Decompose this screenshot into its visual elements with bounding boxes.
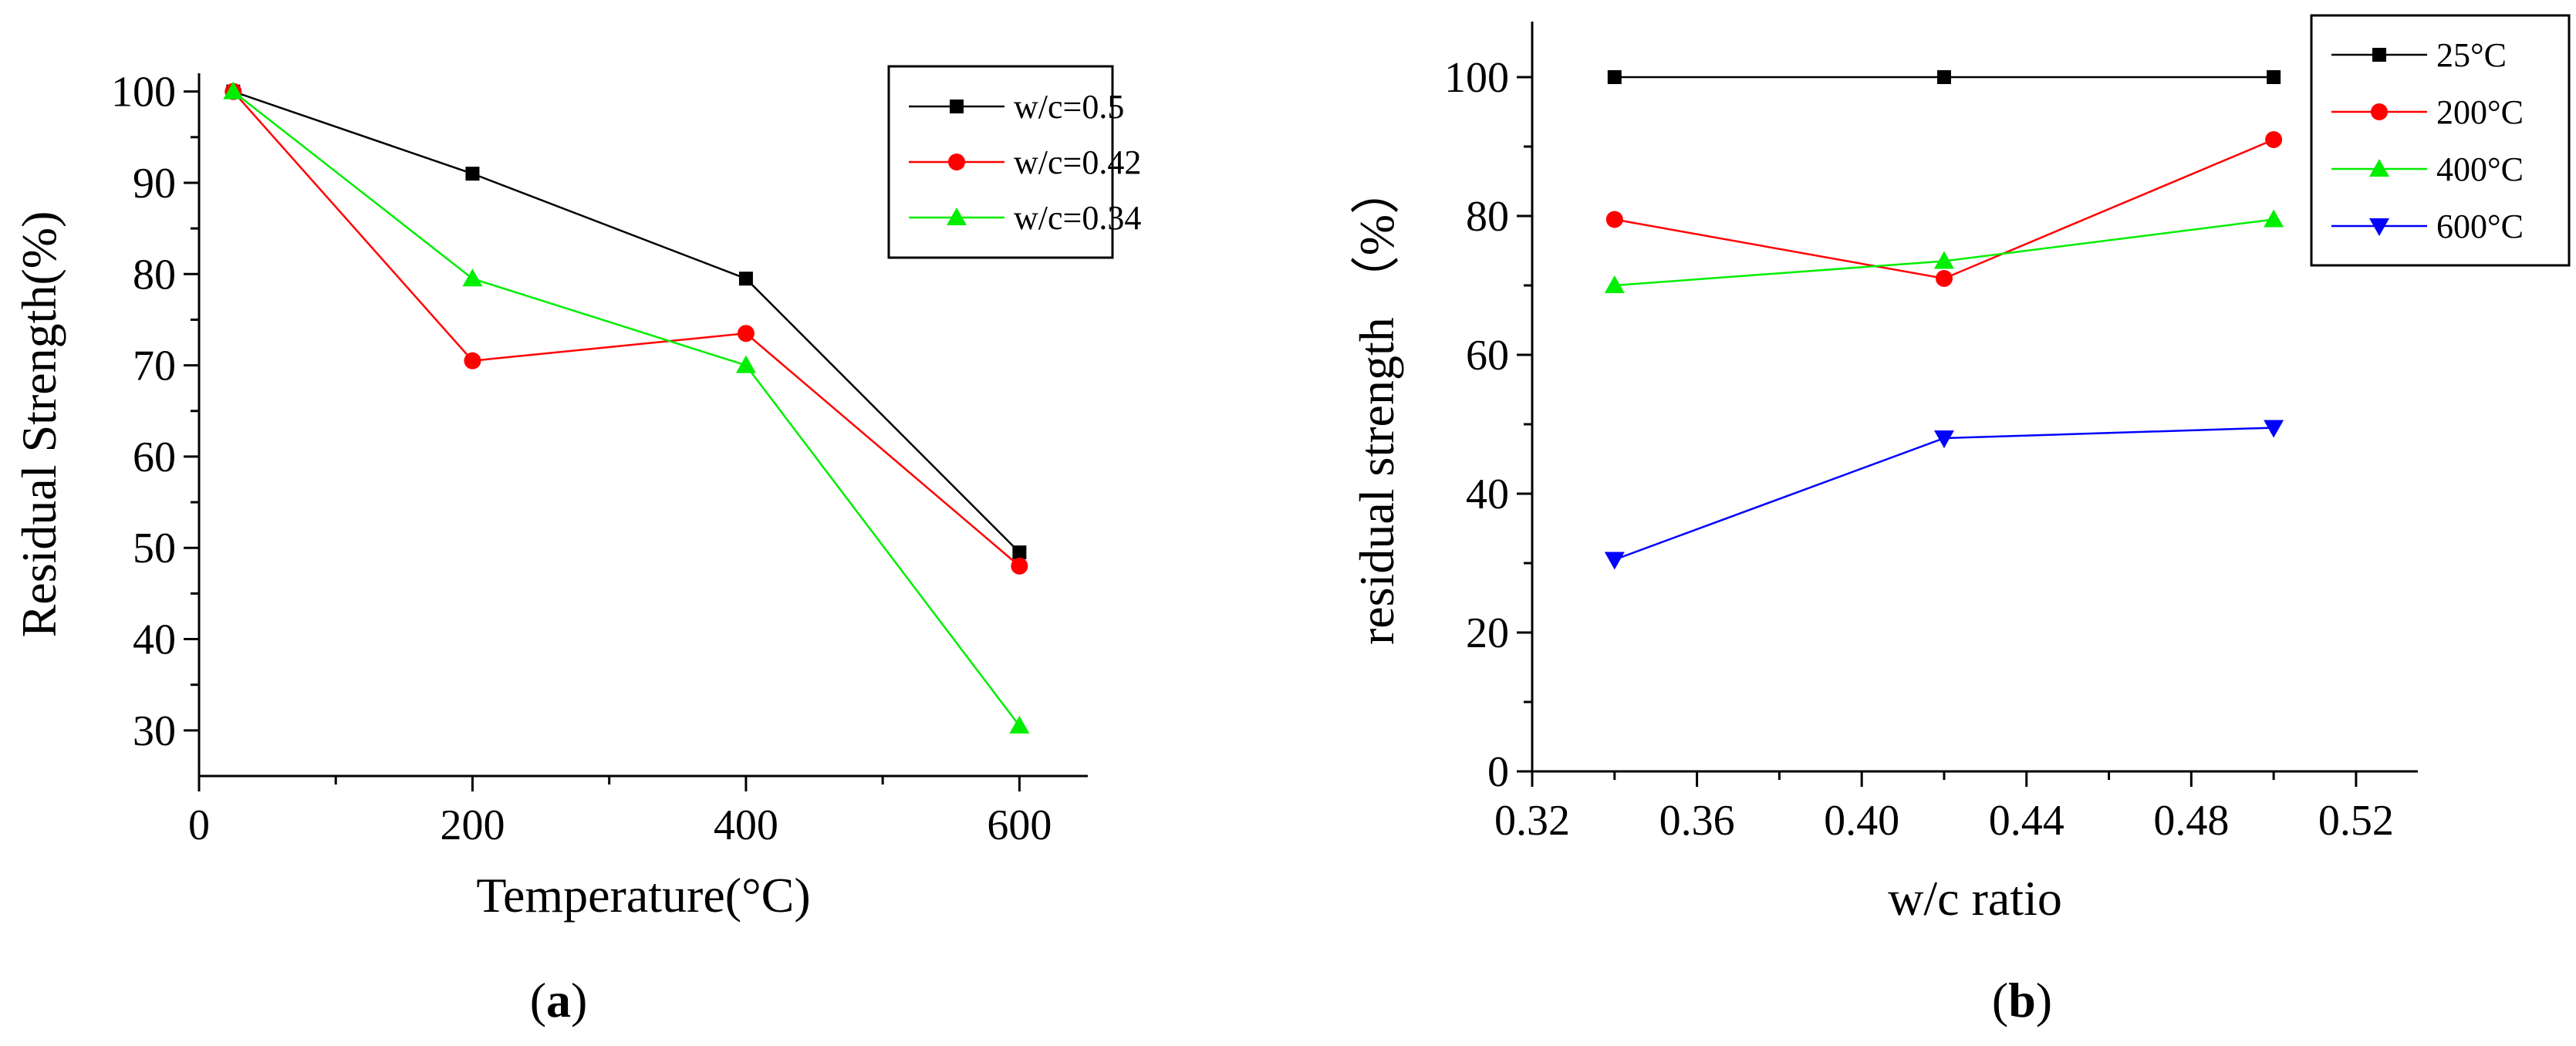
y-tick-label: 40 xyxy=(1466,471,1509,518)
data-point xyxy=(735,355,756,373)
x-tick-label: 0.52 xyxy=(2318,797,2394,845)
legend-label: 200°C xyxy=(2436,93,2524,131)
data-point xyxy=(2264,420,2284,438)
panel-label: (b) xyxy=(1992,973,2052,1027)
data-point xyxy=(2264,209,2284,228)
series-200°C xyxy=(1605,131,2283,287)
x-axis-title: Temperature(°C) xyxy=(476,868,810,923)
panel-label-close: ) xyxy=(571,973,587,1027)
series-line xyxy=(232,90,1021,727)
x-tick-label: 0.36 xyxy=(1659,797,1735,845)
x-tick-label: 0.44 xyxy=(1989,797,2065,845)
legend-marker xyxy=(2369,218,2389,236)
series-w/c=0.34 xyxy=(223,81,1030,734)
x-tick-label: 400 xyxy=(714,801,778,849)
data-point xyxy=(1935,270,1953,287)
chart-panel-a: 0 200 400 600 30 40 50 60 70 80 90 100 Temperature(°… xyxy=(12,65,1141,1027)
panel-label-close: ) xyxy=(2036,973,2052,1027)
legend: w/c=0.5 w/c=0.42 w/c=0.34 xyxy=(887,65,1141,259)
data-point xyxy=(1933,430,1954,448)
data-point xyxy=(1936,70,1951,84)
series-25°C xyxy=(1607,70,2281,84)
data-point xyxy=(738,272,753,286)
legend-label: w/c=0.5 xyxy=(1014,88,1124,126)
panel-label-open: ( xyxy=(530,973,546,1027)
panel-label-open: ( xyxy=(1992,973,2008,1027)
data-point xyxy=(2267,70,2281,84)
series-600°C xyxy=(1604,420,2284,570)
y-tick-label: 100 xyxy=(111,69,176,116)
legend-marker xyxy=(2369,159,2389,177)
y-axis-title: residual strength （%） xyxy=(1349,165,1404,645)
legend-label: w/c=0.34 xyxy=(1014,199,1141,237)
panel-label-letter: b xyxy=(2008,973,2036,1027)
panel-label-letter: a xyxy=(546,973,571,1027)
y-tick-label: 90 xyxy=(133,160,176,208)
y-tick-label: 20 xyxy=(1466,609,1509,657)
y-tick-label: 70 xyxy=(133,342,176,390)
chart-panel-b: 0.32 0.36 0.40 0.44 0.48 0.52 0 20 40 60 80 100 w/c … xyxy=(1349,14,2571,1027)
data-point xyxy=(1933,251,1954,269)
data-point xyxy=(1012,545,1027,560)
series-400°C xyxy=(1604,209,2284,293)
x-tick-label: 0 xyxy=(188,801,210,849)
x-axis-title: w/c ratio xyxy=(1888,871,2062,926)
panel-label: (a) xyxy=(530,973,588,1027)
data-point xyxy=(1604,552,1625,570)
data-point xyxy=(462,268,483,287)
y-tick-label: 80 xyxy=(133,251,176,299)
y-tick-label: 60 xyxy=(1466,332,1509,380)
data-point xyxy=(1011,557,1028,575)
legend-marker xyxy=(950,100,964,113)
data-point xyxy=(1604,275,1625,293)
y-tick-label: 60 xyxy=(133,434,176,481)
y-axis-title: Residual Strength(%) xyxy=(12,211,66,638)
series-line xyxy=(232,90,1021,567)
legend-label: w/c=0.42 xyxy=(1014,143,1141,181)
data-point xyxy=(1605,211,1623,228)
legend-label: 25°C xyxy=(2436,36,2507,74)
data-point xyxy=(1607,70,1622,84)
data-point xyxy=(737,325,755,342)
x-tick-label: 0.48 xyxy=(2153,797,2229,845)
x-tick-label: 0.32 xyxy=(1494,797,1570,845)
legend-marker xyxy=(2371,103,2388,120)
series-w/c=0.42 xyxy=(225,83,1028,575)
y-tick-label: 50 xyxy=(133,525,176,572)
data-point xyxy=(2265,131,2283,148)
legend-marker xyxy=(948,154,965,170)
legend-box xyxy=(2310,14,2571,267)
legend-label: 600°C xyxy=(2436,208,2524,245)
y-tick-label: 40 xyxy=(133,616,176,664)
legend-label: 400°C xyxy=(2436,150,2524,188)
y-tick-label: 100 xyxy=(1444,54,1509,102)
data-point xyxy=(1009,715,1030,734)
x-tick-label: 0.40 xyxy=(1824,797,1899,845)
x-tick-label: 200 xyxy=(440,801,505,849)
series-line xyxy=(232,90,1021,554)
legend: 25°C 200°C 400°C 600°C xyxy=(2310,14,2571,267)
data-point xyxy=(465,167,480,181)
y-tick-label: 30 xyxy=(133,707,176,755)
x-tick-label: 600 xyxy=(987,801,1052,849)
y-tick-label: 0 xyxy=(1487,748,1509,796)
legend-marker xyxy=(947,208,967,225)
legend-marker xyxy=(2372,48,2386,62)
y-tick-label: 80 xyxy=(1466,193,1509,241)
data-point xyxy=(223,81,244,100)
data-point xyxy=(464,352,481,369)
